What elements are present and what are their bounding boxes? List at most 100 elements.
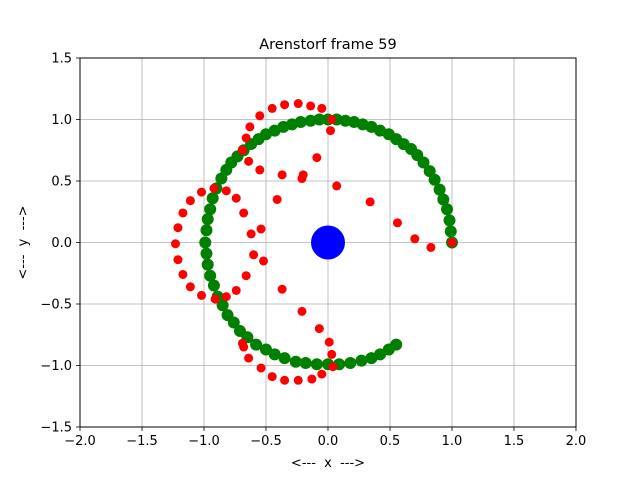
data-point (312, 153, 322, 163)
data-point (410, 234, 420, 244)
data-point (344, 357, 357, 370)
data-point (178, 269, 188, 279)
y-tick-label: −1.5 (40, 421, 72, 436)
data-point (185, 196, 195, 206)
data-point (170, 239, 180, 249)
data-point (293, 375, 303, 385)
data-point (241, 271, 251, 281)
data-point (246, 229, 256, 239)
y-tick-label: −0.5 (40, 298, 72, 313)
y-tick-label: 1.0 (51, 113, 72, 128)
data-point (277, 170, 287, 180)
data-point (277, 284, 287, 294)
data-point (197, 290, 207, 300)
data-point (280, 100, 290, 110)
data-point (231, 193, 241, 203)
data-point (332, 181, 342, 191)
data-point (210, 294, 220, 304)
data-point (255, 165, 265, 175)
data-point (231, 285, 241, 295)
data-point (204, 269, 217, 282)
x-tick-label: −0.5 (250, 434, 282, 449)
data-point (200, 224, 213, 237)
data-point (311, 225, 345, 260)
data-point (324, 337, 334, 347)
plot-points (170, 99, 458, 385)
data-point (317, 103, 327, 113)
data-point (299, 357, 312, 370)
data-point (423, 165, 436, 178)
y-axis-label: <--- y ---> (16, 205, 31, 279)
data-point (443, 214, 456, 227)
data-point (390, 338, 403, 351)
data-point (444, 225, 457, 238)
data-point (256, 224, 266, 234)
data-point (426, 242, 436, 252)
data-point (297, 306, 307, 316)
data-point (298, 170, 308, 180)
data-point (328, 362, 338, 372)
data-point (433, 183, 446, 196)
data-point (365, 197, 375, 207)
data-point (267, 103, 277, 113)
data-point (221, 186, 231, 196)
data-point (173, 223, 183, 233)
data-point (239, 342, 249, 352)
data-point (197, 187, 207, 197)
y-tick-label: 0.5 (51, 175, 72, 190)
data-point (327, 349, 337, 359)
ticks: −2.0 −1.5 −1.0 −0.5 0.0 0.5 1.0 1.5 2.0−1.5−1.0−… (40, 52, 586, 450)
data-point (306, 101, 316, 111)
data-point (216, 299, 229, 312)
data-point (204, 203, 217, 216)
data-point (244, 156, 254, 166)
data-point (256, 363, 266, 373)
data-point (241, 133, 251, 143)
data-point (441, 203, 454, 216)
data-point (355, 354, 368, 367)
x-tick-label: −1.5 (126, 434, 158, 449)
data-point (314, 324, 324, 334)
data-point (317, 369, 327, 379)
x-tick-label: 2.0 (566, 434, 587, 449)
data-point (244, 353, 254, 363)
x-tick-label: −1.0 (188, 434, 220, 449)
data-point (325, 126, 335, 136)
data-point (250, 338, 263, 351)
x-tick-label: 1.0 (442, 434, 463, 449)
data-point (259, 256, 269, 266)
data-point (199, 236, 212, 249)
data-point (310, 358, 323, 371)
data-point (267, 372, 277, 382)
y-tick-label: 0.0 (51, 236, 72, 251)
data-point (437, 193, 450, 206)
x-tick-label: −2.0 (64, 434, 96, 449)
data-point (278, 352, 291, 365)
y-tick-label: 1.5 (51, 52, 72, 67)
x-axis-label: <--- x ---> (291, 456, 365, 471)
data-point (227, 316, 240, 329)
data-point (392, 218, 402, 228)
data-point (209, 183, 219, 193)
data-point (268, 348, 281, 361)
chart-title: Arenstorf frame 59 (259, 37, 397, 53)
data-point (201, 258, 214, 271)
data-point (255, 111, 265, 121)
x-tick-label: 1.5 (504, 434, 525, 449)
data-point (237, 145, 247, 155)
y-tick-label: −1.0 (40, 359, 72, 374)
data-point (200, 247, 213, 260)
data-point (289, 355, 302, 368)
data-point (215, 172, 228, 185)
data-point (307, 374, 317, 384)
data-point (221, 292, 231, 302)
x-tick-label: 0.5 (380, 434, 401, 449)
x-tick-label: 0.0 (318, 434, 339, 449)
data-point (185, 282, 195, 292)
data-point (272, 194, 282, 204)
data-point (201, 213, 214, 226)
data-point (206, 192, 219, 205)
data-point (239, 208, 249, 218)
data-point (280, 375, 290, 385)
